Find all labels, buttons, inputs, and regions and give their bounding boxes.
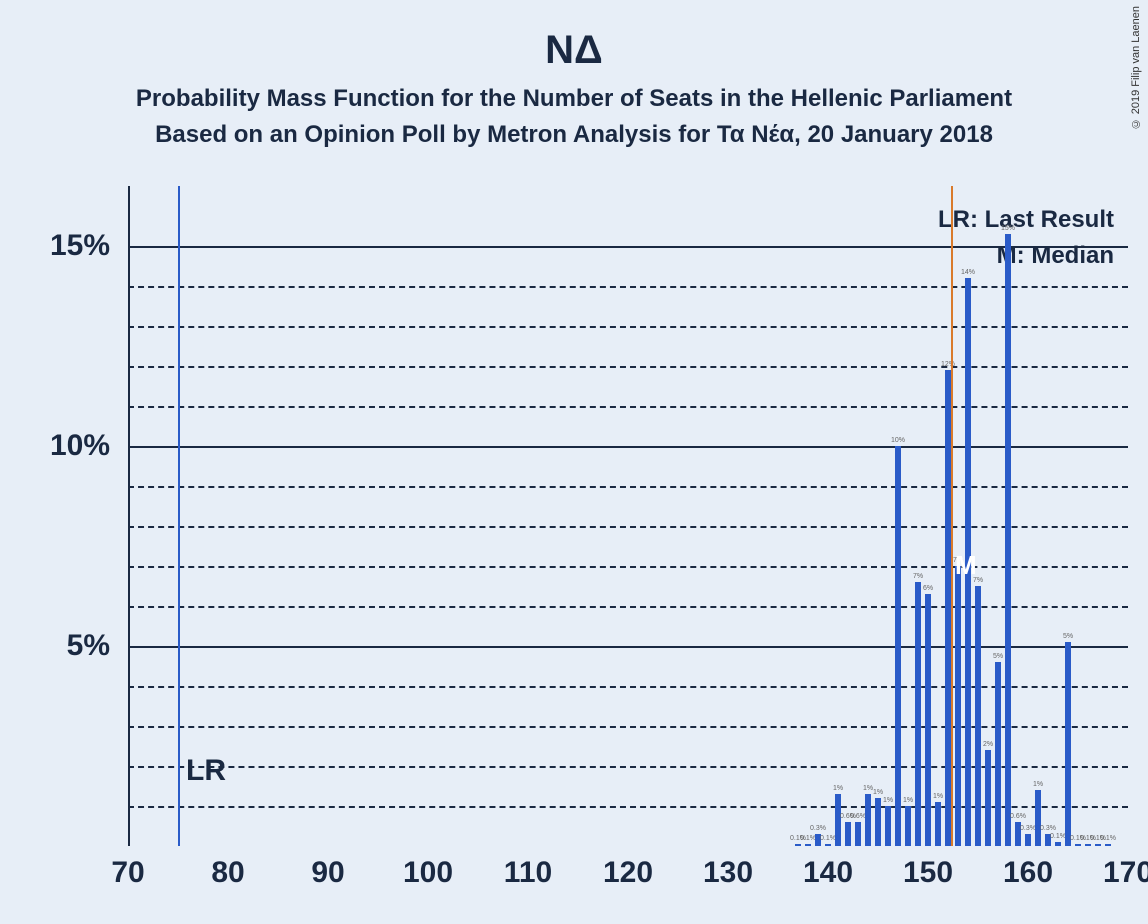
bar [865, 794, 871, 846]
bar-value-label: 0.1% [800, 835, 816, 842]
bar [855, 822, 861, 846]
copyright-text: © 2019 Filip van Laenen [1130, 6, 1142, 129]
grid-major [128, 246, 1128, 248]
bar [1065, 642, 1071, 846]
last-result-line [178, 186, 180, 846]
lr-marker-label: LR [186, 754, 226, 788]
y-tick-label: 15% [50, 229, 110, 263]
bar-value-label: 10% [891, 437, 905, 444]
bar [895, 446, 901, 846]
bar-value-label: 0.6% [1010, 813, 1026, 820]
y-tick-label: 10% [50, 429, 110, 463]
grid-minor [128, 526, 1128, 528]
bar [1085, 844, 1091, 846]
chart-title: ΝΔ [0, 28, 1148, 73]
bar [1105, 844, 1111, 846]
bar-value-label: 0.1% [820, 835, 836, 842]
bar [885, 806, 891, 846]
bar-value-label: 1% [933, 793, 943, 800]
bar [1075, 844, 1081, 846]
grid-minor [128, 406, 1128, 408]
bar-value-label: 14% [961, 269, 975, 276]
bar [1095, 844, 1101, 846]
y-tick-label: 5% [67, 629, 110, 663]
x-tick-label: 80 [211, 856, 244, 890]
bar-value-label: 0.3% [1040, 825, 1056, 832]
bar [985, 750, 991, 846]
x-tick-label: 170 [1103, 856, 1148, 890]
bar-value-label: 0.3% [810, 825, 826, 832]
grid-minor [128, 486, 1128, 488]
grid-major [128, 446, 1128, 448]
x-tick-label: 120 [603, 856, 653, 890]
y-axis-line [128, 186, 130, 846]
bar [1025, 834, 1031, 846]
bar [975, 586, 981, 846]
median-line [951, 186, 953, 846]
median-marker-label: M [955, 550, 977, 581]
chart-subtitle-1: Probability Mass Function for the Number… [0, 85, 1148, 113]
legend-lr: LR: Last Result [938, 202, 1114, 238]
grid-minor [128, 286, 1128, 288]
bar-value-label: 0.1% [1050, 833, 1066, 840]
x-tick-label: 150 [903, 856, 953, 890]
grid-minor [128, 566, 1128, 568]
bar-value-label: 7% [913, 573, 923, 580]
legend: LR: Last Result M: Median [938, 202, 1114, 274]
bar-value-label: 1% [883, 797, 893, 804]
x-tick-label: 110 [504, 856, 552, 890]
bar [915, 582, 921, 846]
bar [825, 844, 831, 846]
bar-value-label: 1% [903, 797, 913, 804]
bar-value-label: 0.1% [1100, 835, 1116, 842]
bar [845, 822, 851, 846]
x-tick-label: 140 [803, 856, 853, 890]
bar [1055, 842, 1061, 846]
x-tick-label: 160 [1003, 856, 1053, 890]
bar [795, 844, 801, 846]
grid-minor [128, 326, 1128, 328]
bar-value-label: 0.6% [850, 813, 866, 820]
bar-value-label: 5% [993, 653, 1003, 660]
bar [945, 370, 951, 846]
bar [955, 566, 961, 846]
bar-value-label: 1% [1033, 781, 1043, 788]
bar-value-label: 0.3% [1020, 825, 1036, 832]
x-tick-label: 70 [111, 856, 144, 890]
chart-plot-area: LR: Last Result M: Median 70809010011012… [128, 186, 1128, 846]
bar [835, 794, 841, 846]
x-tick-label: 90 [311, 856, 344, 890]
bar-value-label: 1% [863, 785, 873, 792]
bar [925, 594, 931, 846]
x-tick-label: 100 [403, 856, 453, 890]
bar-value-label: 5% [1063, 633, 1073, 640]
bar [1035, 790, 1041, 846]
bar [805, 844, 811, 846]
bar [1005, 234, 1011, 846]
x-tick-label: 130 [703, 856, 753, 890]
bar-value-label: 2% [983, 741, 993, 748]
bar [995, 662, 1001, 846]
bar [875, 798, 881, 846]
bar [905, 806, 911, 846]
grid-minor [128, 366, 1128, 368]
bar [935, 802, 941, 846]
bar-value-label: 15% [1001, 225, 1015, 232]
bar-value-label: 1% [833, 785, 843, 792]
bar-value-label: 1% [873, 789, 883, 796]
bar-value-label: 6% [923, 585, 933, 592]
chart-subtitle-2: Based on an Opinion Poll by Metron Analy… [0, 121, 1148, 149]
